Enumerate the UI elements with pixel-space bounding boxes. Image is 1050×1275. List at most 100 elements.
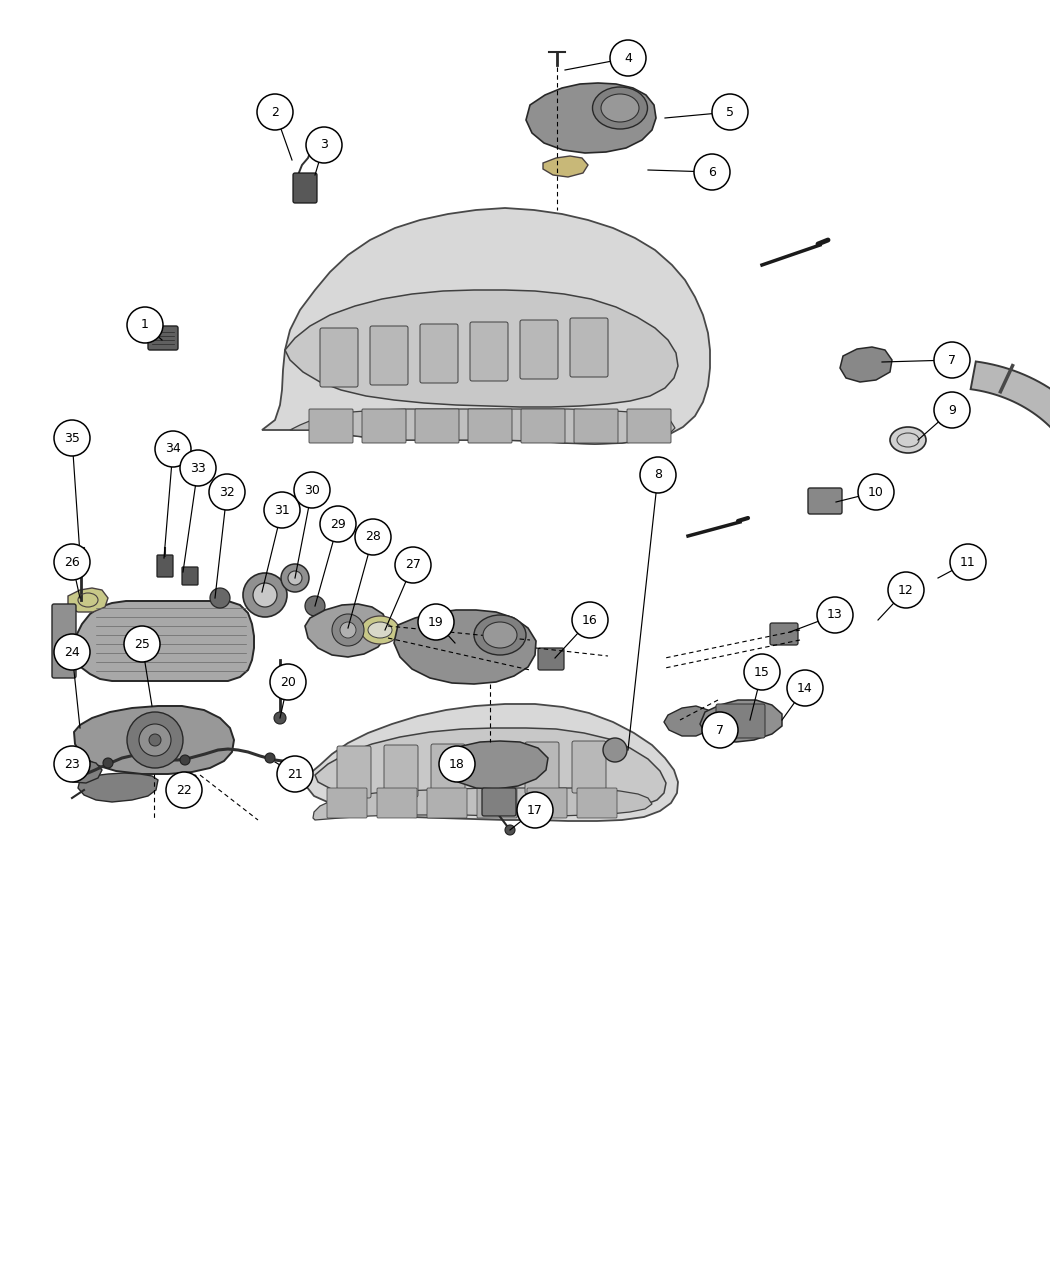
Circle shape — [253, 583, 277, 607]
Circle shape — [702, 711, 738, 748]
Polygon shape — [315, 728, 666, 810]
Circle shape — [294, 472, 330, 507]
FancyBboxPatch shape — [430, 745, 465, 796]
Circle shape — [54, 544, 90, 580]
Text: 22: 22 — [176, 784, 192, 797]
FancyBboxPatch shape — [521, 409, 565, 442]
Text: 20: 20 — [280, 676, 296, 688]
Circle shape — [744, 654, 780, 690]
Ellipse shape — [601, 94, 639, 122]
FancyBboxPatch shape — [477, 788, 517, 819]
FancyBboxPatch shape — [337, 746, 371, 798]
Text: 8: 8 — [654, 468, 662, 482]
Circle shape — [934, 391, 970, 428]
Circle shape — [277, 756, 313, 792]
Circle shape — [888, 572, 924, 608]
Text: 25: 25 — [134, 638, 150, 650]
FancyBboxPatch shape — [377, 788, 417, 819]
Ellipse shape — [368, 622, 392, 638]
FancyBboxPatch shape — [362, 409, 406, 442]
Circle shape — [124, 626, 160, 662]
Polygon shape — [394, 609, 536, 683]
Ellipse shape — [592, 87, 648, 129]
Circle shape — [640, 456, 676, 493]
FancyBboxPatch shape — [293, 173, 317, 203]
Text: 27: 27 — [405, 558, 421, 571]
Polygon shape — [68, 588, 108, 612]
Ellipse shape — [474, 615, 526, 655]
Text: 33: 33 — [190, 462, 206, 474]
Polygon shape — [700, 700, 782, 742]
Circle shape — [270, 664, 306, 700]
Text: 32: 32 — [219, 486, 235, 499]
Circle shape — [264, 492, 300, 528]
Text: 10: 10 — [868, 486, 884, 499]
Polygon shape — [664, 706, 714, 736]
Circle shape — [281, 564, 309, 592]
Circle shape — [274, 711, 286, 724]
Polygon shape — [970, 362, 1050, 583]
FancyBboxPatch shape — [520, 320, 558, 379]
Polygon shape — [313, 788, 652, 820]
Text: 28: 28 — [365, 530, 381, 543]
Circle shape — [265, 754, 275, 762]
Polygon shape — [526, 83, 656, 153]
Text: 30: 30 — [304, 483, 320, 496]
Circle shape — [712, 94, 748, 130]
Circle shape — [817, 597, 853, 632]
Circle shape — [610, 40, 646, 76]
Text: 2: 2 — [271, 106, 279, 119]
Text: 26: 26 — [64, 556, 80, 569]
Text: 17: 17 — [527, 803, 543, 816]
Circle shape — [210, 588, 230, 608]
Polygon shape — [262, 208, 710, 444]
Text: 7: 7 — [716, 723, 724, 737]
Circle shape — [180, 755, 190, 765]
FancyBboxPatch shape — [627, 409, 671, 442]
Text: 12: 12 — [898, 584, 914, 597]
Text: 11: 11 — [960, 556, 975, 569]
FancyBboxPatch shape — [468, 409, 512, 442]
Text: 13: 13 — [827, 608, 843, 621]
Circle shape — [694, 154, 730, 190]
Polygon shape — [78, 773, 158, 802]
FancyBboxPatch shape — [482, 788, 516, 816]
Circle shape — [54, 419, 90, 456]
Circle shape — [320, 506, 356, 542]
Polygon shape — [290, 409, 675, 444]
Circle shape — [505, 825, 514, 835]
FancyBboxPatch shape — [370, 326, 408, 385]
Text: 5: 5 — [726, 106, 734, 119]
Text: 18: 18 — [449, 757, 465, 770]
Text: 1: 1 — [141, 319, 149, 332]
Polygon shape — [285, 289, 678, 407]
Circle shape — [418, 604, 454, 640]
Circle shape — [54, 746, 90, 782]
FancyBboxPatch shape — [770, 623, 798, 645]
Circle shape — [127, 307, 163, 343]
Circle shape — [54, 634, 90, 669]
Circle shape — [127, 711, 183, 768]
Ellipse shape — [361, 616, 399, 644]
FancyBboxPatch shape — [716, 704, 765, 738]
FancyBboxPatch shape — [158, 555, 173, 578]
Circle shape — [139, 724, 171, 756]
FancyBboxPatch shape — [174, 775, 196, 790]
Text: 34: 34 — [165, 442, 181, 455]
Circle shape — [304, 595, 326, 616]
Text: 9: 9 — [948, 403, 956, 417]
Polygon shape — [72, 601, 254, 681]
Polygon shape — [304, 604, 388, 657]
Polygon shape — [74, 706, 234, 774]
Circle shape — [180, 450, 216, 486]
Circle shape — [517, 792, 553, 827]
FancyBboxPatch shape — [182, 567, 198, 585]
FancyBboxPatch shape — [572, 741, 606, 793]
Circle shape — [149, 734, 161, 746]
Circle shape — [572, 602, 608, 638]
Text: 35: 35 — [64, 431, 80, 445]
FancyBboxPatch shape — [570, 317, 608, 377]
Circle shape — [306, 128, 342, 163]
Text: 7: 7 — [948, 353, 956, 366]
FancyBboxPatch shape — [309, 409, 353, 442]
